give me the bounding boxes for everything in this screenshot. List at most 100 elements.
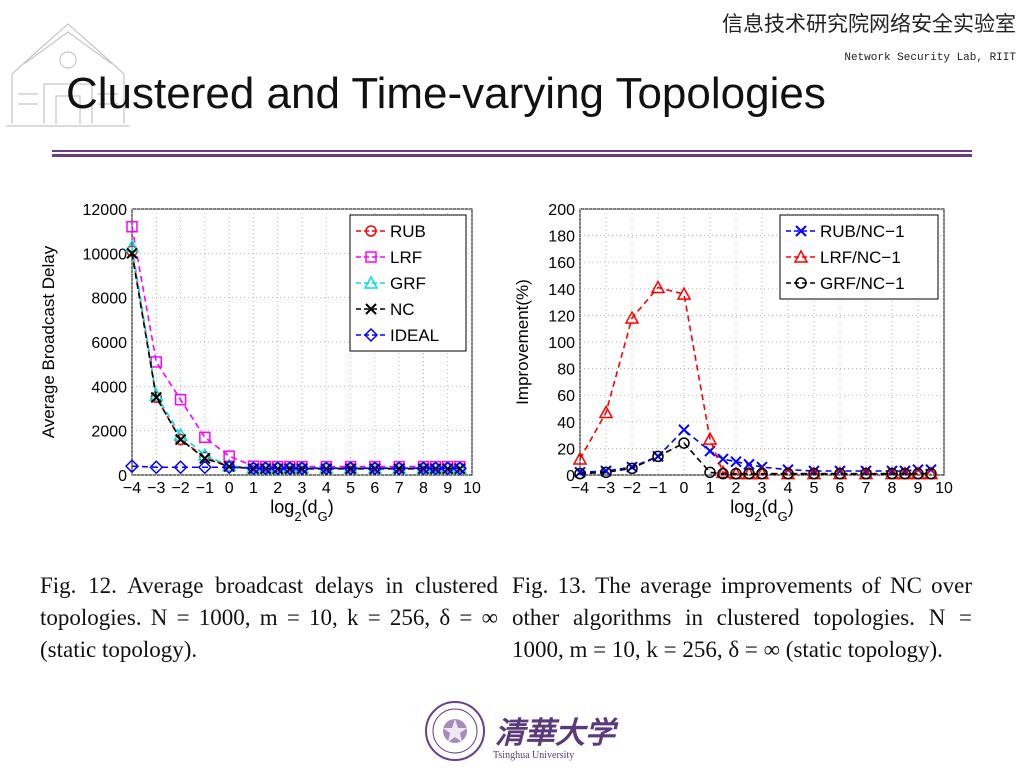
legend-label: LRF	[390, 248, 422, 267]
data-point	[416, 461, 431, 476]
data-point	[702, 431, 718, 445]
data-point	[452, 461, 467, 476]
lab-name-english: Network Security Lab, RIIT	[844, 52, 1016, 64]
x-tick-label: 5	[810, 480, 819, 497]
data-point	[626, 462, 638, 475]
x-tick-label: 0	[680, 480, 689, 497]
data-point	[808, 467, 820, 480]
legend-box	[349, 214, 467, 352]
data-point	[126, 247, 138, 260]
y-tick-label: 180	[548, 229, 575, 246]
data-point	[678, 424, 690, 436]
x-tick-label: −1	[196, 480, 214, 497]
x-tick-label: 2	[732, 480, 741, 497]
x-tick-label: 0	[225, 480, 234, 497]
y-tick-label: 0	[566, 468, 575, 485]
data-point	[270, 461, 285, 476]
x-tick-label: 2	[273, 480, 282, 497]
data-point	[367, 461, 382, 476]
legend-label: GRF/NC−1	[820, 274, 905, 293]
figure-caption-right: Fig. 13. The average improvements of NC …	[512, 573, 972, 662]
series-line-2	[579, 442, 931, 475]
institute-building-logo	[6, 23, 130, 127]
y-tick-label: 0	[118, 468, 127, 485]
data-point	[126, 220, 138, 233]
data-point	[704, 466, 716, 479]
x-tick-label: −4	[571, 480, 589, 497]
y-tick-label: 40	[557, 415, 575, 432]
y-axis-label: Average Broadcast Delay	[39, 245, 58, 438]
legend-label: GRF	[390, 274, 426, 293]
data-point	[782, 467, 794, 480]
data-point	[717, 467, 729, 480]
x-tick-label: 8	[888, 480, 897, 497]
data-point	[886, 467, 898, 480]
x-tick-label: 6	[836, 480, 845, 497]
data-point	[676, 286, 692, 300]
data-point	[392, 461, 407, 476]
data-point	[149, 460, 164, 475]
x-tick-label: 9	[914, 480, 923, 497]
y-tick-label: 12000	[83, 202, 128, 219]
university-name-english: Tsinghua University	[493, 750, 575, 761]
legend-marker	[363, 327, 379, 343]
data-point	[319, 460, 334, 474]
x-tick-label: −2	[623, 480, 641, 497]
x-tick-label: −3	[597, 480, 615, 497]
data-point	[282, 461, 297, 476]
x-tick-label: −1	[649, 480, 667, 497]
y-tick-label: 6000	[91, 335, 127, 352]
y-tick-label: 100	[548, 335, 575, 352]
y-axis-label: Improvement(%)	[513, 279, 532, 405]
data-point	[222, 460, 237, 475]
x-tick-label: 4	[322, 480, 331, 497]
x-tick-label: 7	[395, 480, 404, 497]
x-tick-label: 8	[419, 480, 428, 497]
legend-marker	[795, 225, 807, 237]
legend-marker	[365, 303, 377, 315]
slide-title: Clustered and Time-varying Topologies	[66, 69, 826, 118]
x-tick-label: 5	[346, 480, 355, 497]
data-point	[428, 460, 443, 474]
data-point	[199, 452, 211, 465]
data-point	[416, 460, 431, 474]
data-point	[650, 279, 666, 294]
y-tick-label: 8000	[91, 291, 127, 308]
legend-marker	[795, 277, 807, 289]
legend-label: IDEAL	[390, 326, 439, 345]
data-point	[343, 460, 358, 474]
data-point	[428, 461, 443, 476]
data-point	[730, 467, 742, 480]
legend-label: RUB	[390, 222, 426, 241]
data-point	[452, 460, 468, 474]
x-axis-label: log2(dG)	[730, 497, 793, 524]
x-tick-label: 6	[370, 480, 379, 497]
data-point	[246, 461, 261, 476]
data-point	[199, 431, 211, 444]
y-tick-label: 10000	[83, 246, 128, 263]
data-point	[652, 450, 664, 463]
data-point	[319, 461, 334, 476]
data-point	[270, 460, 285, 474]
data-point	[173, 460, 188, 475]
x-axis-label: log2(dG)	[270, 497, 333, 524]
data-point	[743, 467, 755, 480]
legend-marker	[365, 251, 377, 263]
x-tick-label: 10	[463, 480, 481, 497]
university-name-chinese: 清華大学	[495, 716, 615, 751]
legend-label: NC	[390, 300, 415, 319]
data-point	[743, 458, 755, 471]
data-point	[174, 393, 187, 406]
data-point	[572, 451, 588, 465]
data-point	[600, 466, 612, 479]
data-point	[574, 467, 586, 480]
data-point	[912, 467, 924, 480]
x-tick-label: 1	[706, 480, 715, 497]
data-point	[124, 459, 140, 474]
legend-label: RUB/NC−1	[820, 222, 905, 241]
data-point	[258, 460, 273, 474]
legend-marker	[365, 225, 377, 237]
data-point	[678, 437, 690, 449]
